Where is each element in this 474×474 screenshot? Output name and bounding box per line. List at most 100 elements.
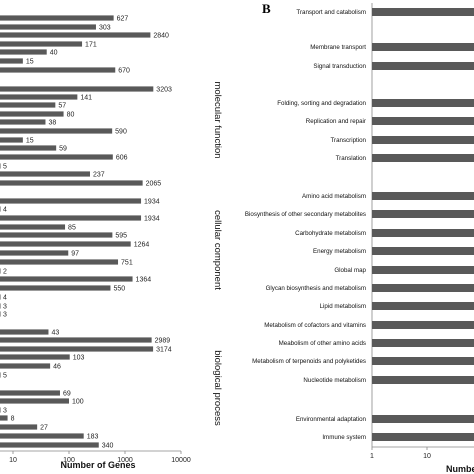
kegg-bar [372, 339, 474, 347]
panel-b-category-label: Metabolism of terpenoids and polyketides [252, 358, 366, 365]
gene-bar-value-label: 100 [72, 399, 84, 406]
panel-b-category-label: Folding, sorting and degradation [277, 100, 366, 107]
panel-b-category-label: Immune system [322, 434, 366, 441]
gene-bar-value-label: 183 [87, 434, 99, 441]
kegg-bar [372, 284, 474, 292]
kegg-bar [372, 321, 474, 329]
gene-bar-value-label: 43 [51, 330, 59, 337]
panel-a-x-tick-label: 10000 [171, 457, 191, 464]
gene-bar-value-label: 1264 [134, 242, 150, 249]
gene-bar [0, 49, 47, 55]
kegg-bar [372, 247, 474, 255]
gene-bar [0, 354, 70, 360]
kegg-bar [372, 62, 474, 70]
gene-bar-value-label: 97 [71, 251, 79, 258]
gene-bar-value-label: 2989 [155, 338, 171, 345]
gene-bar-value-label: 3 [3, 304, 7, 311]
gene-bar [0, 24, 96, 30]
gene-bar [0, 137, 23, 143]
gene-bar-value-label: 590 [115, 129, 127, 136]
kegg-bar [372, 229, 474, 237]
gene-bar [0, 415, 8, 421]
panel-b-category-label: Translation [336, 155, 367, 162]
panel-b-category-label: Energy metabolism [313, 248, 366, 255]
gene-bar [0, 154, 113, 160]
kegg-bar [372, 192, 474, 200]
gene-bar-value-label: 141 [80, 95, 92, 102]
gene-bar [0, 102, 56, 108]
gene-bar [0, 390, 60, 396]
gene-bar [0, 198, 142, 204]
gene-bar-value-label: 85 [68, 225, 76, 232]
panel-a-group-label: biological process [212, 350, 223, 426]
panel-b-category-label: Lipid metabolism [320, 303, 366, 310]
gene-bar [0, 241, 131, 247]
gene-bar [0, 398, 69, 404]
gene-bar [0, 424, 38, 430]
panel-b-category-label: Signal transduction [313, 63, 366, 70]
gene-bar-value-label: 550 [113, 286, 125, 293]
panel-a-x-tick-label: 1000 [117, 457, 133, 464]
gene-bar-value-label: 751 [121, 260, 133, 267]
gene-bar-value-label: 46 [53, 364, 61, 371]
gene-bar [0, 206, 1, 212]
gene-bar-value-label: 2840 [153, 33, 169, 40]
kegg-bar [372, 376, 474, 384]
gene-bar [0, 15, 114, 21]
gene-bar [0, 171, 90, 177]
gene-bar-value-label: 15 [26, 138, 34, 145]
panel-b-category-label: Amino acid metabolism [302, 193, 366, 200]
panel-b-label: B [262, 1, 271, 16]
gene-bar [0, 215, 142, 221]
gene-bar [0, 329, 49, 335]
panel-b-category-label: Membrane transport [310, 44, 366, 51]
gene-bar [0, 32, 151, 38]
gene-bar-value-label: 670 [118, 68, 130, 75]
panel-b-category-label: Transcription [330, 137, 366, 144]
gene-bar [0, 94, 78, 100]
kegg-bar [372, 415, 474, 423]
gene-bar-value-label: 59 [59, 146, 67, 153]
gene-bar [0, 58, 23, 64]
gene-bar-value-label: 4 [3, 207, 7, 214]
panel-b-category-label: Replication and repair [306, 118, 366, 125]
gene-bar-value-label: 171 [85, 42, 97, 49]
gene-bar-value-label: 38 [48, 120, 56, 127]
gene-bar [0, 41, 83, 47]
gene-bar-value-label: 3174 [156, 347, 172, 354]
gene-bar [0, 372, 1, 378]
panel-b-kegg-chart: Transport and catabolism Membrane transpo… [245, 3, 474, 460]
gene-bar-value-label: 595 [115, 233, 127, 240]
gene-bar-value-label: 2065 [146, 181, 162, 188]
panel-b-category-label: Carbohydrate metabolism [295, 230, 366, 237]
gene-bar [0, 276, 133, 282]
gene-bar-value-label: 3 [3, 408, 7, 415]
gene-bar [0, 259, 119, 265]
kegg-bar [372, 43, 474, 51]
kegg-bar [372, 99, 474, 107]
panel-a-group-label: cellular component [212, 210, 223, 290]
kegg-bar [372, 136, 474, 144]
gene-bar-value-label: 606 [116, 155, 128, 162]
gene-bar [0, 111, 64, 117]
gene-bar [0, 224, 66, 230]
gene-bar-value-label: 5 [3, 164, 7, 171]
panel-b-category-label: Biosynthesis of other secondary metaboli… [245, 211, 366, 218]
gene-bar [0, 250, 69, 256]
kegg-bar [372, 433, 474, 441]
gene-bar-value-label: 27 [40, 425, 48, 432]
gene-bar-value-label: 1364 [136, 277, 152, 284]
gene-bar-value-label: 8 [11, 416, 15, 423]
panel-a-x-axis-label: Number of Genes [60, 460, 135, 470]
panel-a-gene-ontology-chart: 6273032840171401567032031415780385901559… [0, 15, 223, 464]
gene-bar [0, 311, 1, 317]
gene-bar-value-label: 340 [102, 443, 114, 450]
gene-bar-value-label: 303 [99, 25, 111, 32]
panel-b-x-tick-label: 10 [423, 453, 431, 460]
gene-bar [0, 337, 152, 343]
kegg-bar [372, 266, 474, 274]
panel-b-category-label: Nucleotide metabolism [303, 377, 366, 384]
gene-bar-value-label: 40 [50, 50, 58, 57]
kegg-bar [372, 117, 474, 125]
